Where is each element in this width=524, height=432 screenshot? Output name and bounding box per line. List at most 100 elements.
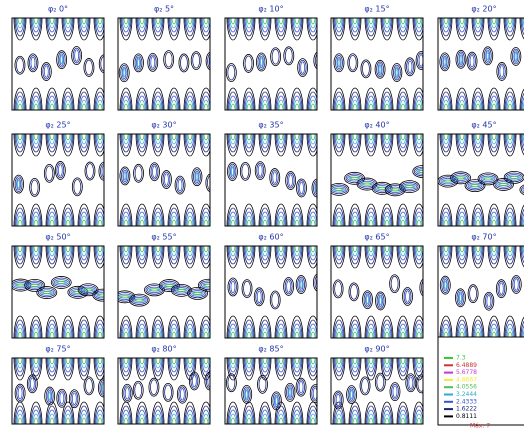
contour-line — [262, 18, 268, 25]
contour-line — [230, 358, 236, 365]
contour-line — [453, 174, 469, 182]
contour-line — [475, 246, 481, 253]
contour-line — [380, 401, 394, 424]
contour-line — [158, 279, 180, 292]
contour-line — [488, 134, 500, 153]
contour-line — [30, 358, 42, 377]
contour-line — [441, 134, 451, 149]
contour-line — [186, 358, 194, 369]
contour-line — [187, 134, 193, 141]
contour-line — [450, 171, 472, 185]
contour-line — [95, 291, 104, 299]
contour-line — [136, 56, 141, 70]
contour-line — [199, 87, 210, 110]
contour-line — [396, 315, 410, 338]
contour-line — [96, 18, 104, 29]
contour-line — [412, 358, 423, 381]
contour-line — [135, 87, 149, 110]
contour-line — [135, 358, 149, 381]
contour-line — [244, 18, 254, 33]
contour-line — [139, 18, 145, 25]
contour-line — [442, 99, 450, 110]
contour-line — [14, 134, 26, 153]
contour-line — [307, 246, 317, 265]
contour-line — [57, 390, 66, 407]
contour-line — [79, 284, 98, 295]
contour-line — [80, 413, 88, 424]
contour-line — [307, 18, 317, 37]
contour-line — [365, 246, 377, 265]
contour-line — [381, 405, 393, 424]
contour-line — [380, 87, 394, 110]
contour-line — [459, 219, 465, 226]
contour-line — [275, 246, 287, 265]
contour-line — [277, 99, 285, 110]
contour-line — [151, 18, 165, 41]
contour-line — [415, 246, 423, 257]
contour-line — [380, 315, 394, 338]
panel-frame — [330, 245, 424, 339]
contour-line — [16, 358, 24, 369]
contour-line — [347, 386, 356, 403]
contour-line — [374, 372, 386, 392]
contour-line — [169, 409, 179, 424]
contour-line — [230, 246, 236, 253]
contour-line — [200, 282, 210, 289]
contour-line — [136, 91, 148, 110]
contour-line — [382, 358, 392, 373]
contour-line — [298, 380, 304, 394]
contour-line — [228, 211, 238, 226]
contour-line — [63, 246, 73, 261]
contour-group — [332, 18, 423, 110]
contour-line — [184, 18, 196, 37]
contour-line — [24, 278, 46, 292]
contour-line — [336, 56, 342, 69]
contour-line — [335, 99, 343, 110]
contour-line — [333, 207, 345, 226]
contour-line — [368, 331, 374, 338]
contour-line — [471, 87, 485, 110]
contour-line — [334, 281, 343, 297]
contour-line — [119, 134, 133, 157]
contour-line — [123, 358, 129, 365]
contour-line — [313, 51, 317, 70]
contour-line — [152, 207, 164, 226]
contour-line — [185, 323, 195, 338]
contour-line — [187, 331, 193, 338]
contour-line — [191, 374, 197, 388]
contour-line — [497, 63, 506, 80]
contour-line — [406, 374, 415, 391]
contour-group — [438, 134, 524, 226]
contour-line — [504, 319, 516, 338]
contour-line — [308, 409, 317, 424]
contour-line — [33, 417, 39, 424]
contour-line — [276, 323, 286, 338]
contour-line — [138, 246, 146, 257]
contour-line — [71, 46, 83, 65]
contour-line — [359, 180, 375, 188]
contour-line — [402, 287, 413, 306]
contour-line — [122, 246, 130, 257]
contour-line — [193, 168, 201, 185]
contour-line — [120, 91, 132, 110]
contour-line — [256, 162, 265, 179]
contour-line — [97, 103, 103, 110]
contour-line — [455, 315, 469, 338]
contour-line — [334, 187, 344, 191]
contour-line — [153, 246, 163, 261]
contour-line — [350, 390, 353, 400]
contour-line — [352, 134, 358, 141]
contour-line — [397, 405, 409, 424]
contour-line — [522, 187, 524, 192]
contour-line — [381, 18, 393, 37]
contour-line — [439, 18, 453, 41]
contour-line — [243, 319, 255, 338]
contour-line — [438, 174, 459, 188]
contour-line — [335, 327, 343, 338]
contour-line — [383, 246, 391, 257]
contour-line — [118, 293, 133, 300]
contour-line — [350, 323, 360, 338]
contour-line — [276, 211, 286, 226]
contour-line — [295, 275, 307, 294]
